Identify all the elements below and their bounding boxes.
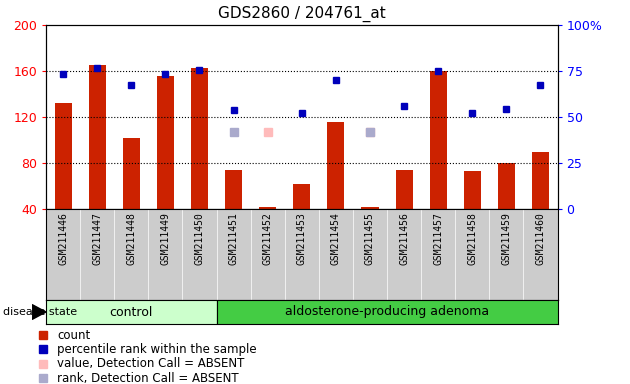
Bar (217, 300, 558, 324)
Bar (532, 152, 549, 209)
Text: control: control (110, 306, 153, 318)
Text: GSM211456: GSM211456 (399, 212, 409, 265)
Text: rank, Detection Call = ABSENT: rank, Detection Call = ABSENT (57, 372, 239, 384)
Bar (293, 184, 311, 209)
Bar (362, 207, 379, 209)
Text: GSM211457: GSM211457 (433, 212, 443, 265)
Text: GSM211460: GSM211460 (536, 212, 546, 265)
Bar (464, 171, 481, 209)
Text: GSM211454: GSM211454 (331, 212, 341, 265)
Bar (259, 207, 276, 209)
Bar (89, 65, 106, 209)
Text: GSM211447: GSM211447 (92, 212, 102, 265)
Bar (328, 122, 345, 209)
Bar (191, 68, 208, 209)
Text: GSM211452: GSM211452 (263, 212, 273, 265)
Text: value, Detection Call = ABSENT: value, Detection Call = ABSENT (57, 357, 244, 370)
Text: count: count (57, 329, 90, 342)
Bar (157, 76, 174, 209)
Text: percentile rank within the sample: percentile rank within the sample (57, 343, 256, 356)
Bar (46, 300, 217, 324)
Bar (225, 170, 242, 209)
Text: GSM211455: GSM211455 (365, 212, 375, 265)
Text: GSM211449: GSM211449 (161, 212, 170, 265)
Text: GSM211448: GSM211448 (126, 212, 136, 265)
Text: GSM211450: GSM211450 (195, 212, 205, 265)
Bar (430, 71, 447, 209)
Text: disease state: disease state (3, 307, 77, 317)
Text: GSM211459: GSM211459 (501, 212, 512, 265)
Bar (498, 163, 515, 209)
Bar (123, 138, 140, 209)
Polygon shape (32, 305, 46, 319)
Bar (396, 170, 413, 209)
Text: GSM211453: GSM211453 (297, 212, 307, 265)
Text: GSM211446: GSM211446 (58, 212, 68, 265)
Text: aldosterone-producing adenoma: aldosterone-producing adenoma (285, 306, 489, 318)
Bar (55, 103, 72, 209)
Title: GDS2860 / 204761_at: GDS2860 / 204761_at (218, 6, 386, 22)
Text: GSM211451: GSM211451 (229, 212, 239, 265)
Text: GSM211458: GSM211458 (467, 212, 478, 265)
